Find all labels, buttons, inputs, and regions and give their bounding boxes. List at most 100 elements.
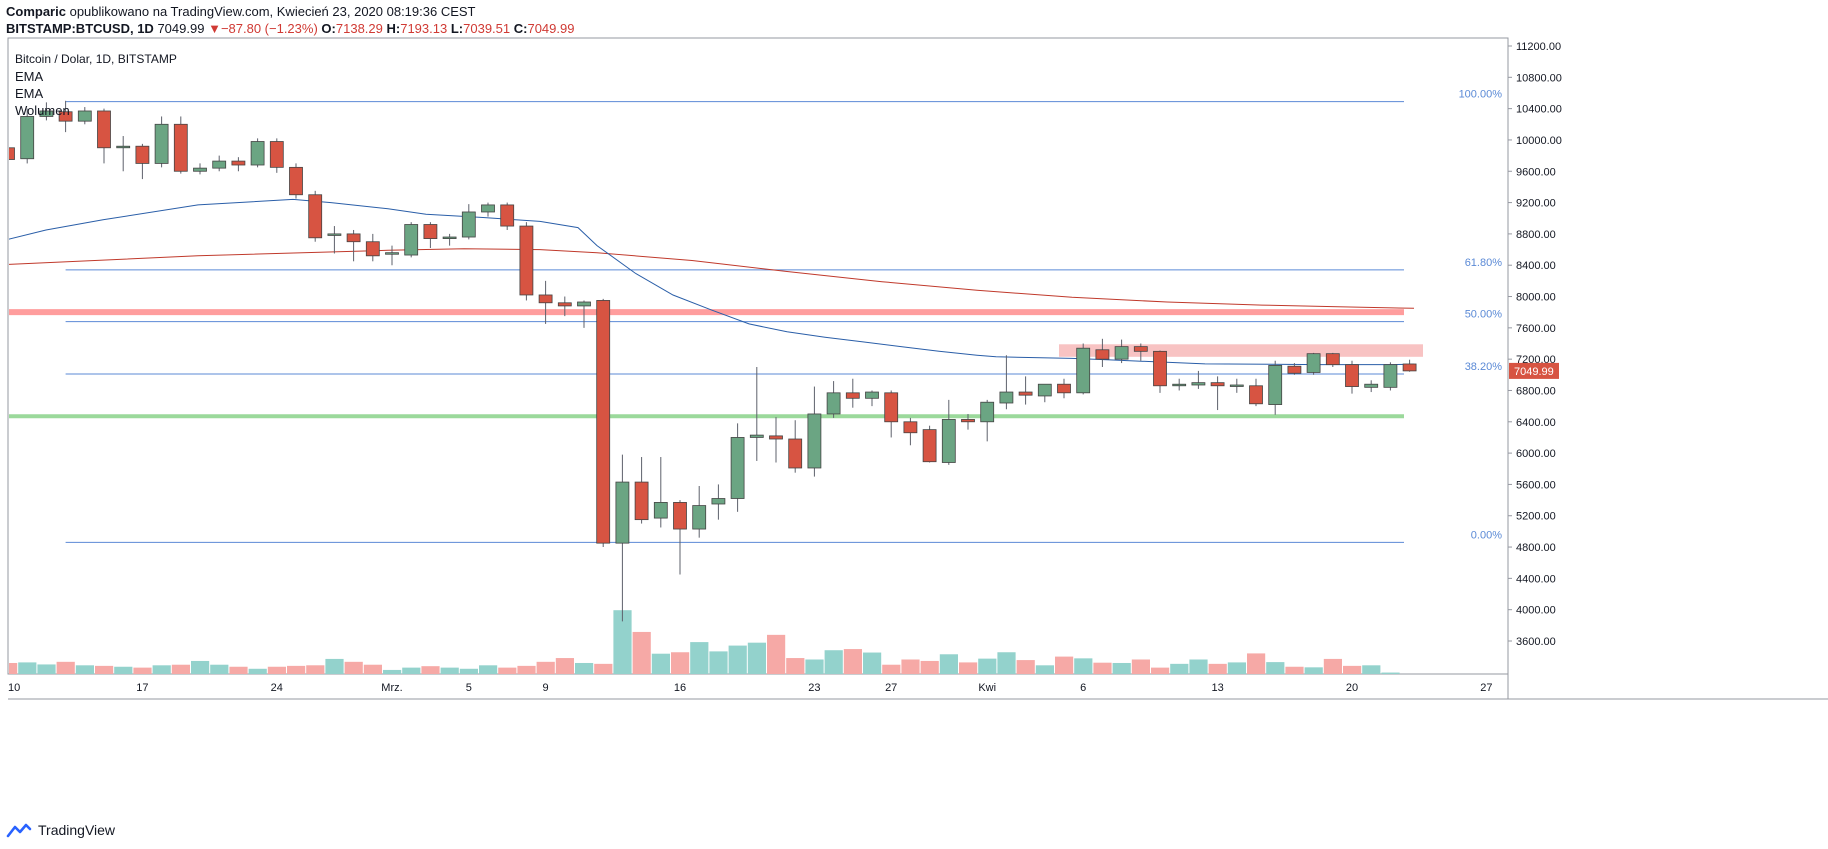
volume-bar: [651, 653, 670, 674]
candle[interactable]: [500, 202, 515, 230]
candle[interactable]: [461, 204, 476, 240]
candle[interactable]: [788, 420, 803, 473]
candle[interactable]: [922, 425, 937, 463]
candle[interactable]: [961, 413, 975, 430]
candle[interactable]: [884, 390, 899, 438]
candle[interactable]: [999, 355, 1014, 410]
candle[interactable]: [423, 222, 438, 248]
candle[interactable]: [1153, 350, 1167, 393]
price-tick-label: 4400.00: [1516, 573, 1556, 585]
plot-area[interactable]: [0, 100, 1423, 674]
candle[interactable]: [692, 485, 707, 538]
candle[interactable]: [97, 108, 111, 164]
legend-ema-fast[interactable]: EMA: [15, 69, 44, 84]
candle[interactable]: [1057, 378, 1071, 399]
candle[interactable]: [2, 136, 15, 163]
volume-bar: [37, 664, 56, 674]
candle[interactable]: [58, 100, 73, 133]
candle[interactable]: [442, 233, 457, 246]
candle[interactable]: [615, 454, 630, 622]
candle[interactable]: [673, 500, 687, 575]
candle[interactable]: [1172, 378, 1187, 391]
legend-volume[interactable]: Wolumen: [15, 103, 70, 118]
candle[interactable]: [1210, 376, 1225, 411]
candle[interactable]: [1133, 343, 1148, 361]
candle[interactable]: [269, 138, 284, 173]
candle-body: [615, 481, 630, 544]
candle[interactable]: [1268, 360, 1283, 415]
candle[interactable]: [865, 390, 879, 407]
candle-body: [730, 437, 745, 499]
candle[interactable]: [1402, 359, 1417, 372]
candle-body: [1402, 363, 1417, 372]
candle[interactable]: [289, 163, 303, 199]
candle[interactable]: [116, 136, 131, 172]
candle[interactable]: [519, 222, 534, 301]
candle[interactable]: [1037, 383, 1052, 403]
price-tick-label: 4000.00: [1516, 605, 1556, 617]
volume-bar: [440, 667, 459, 674]
candle[interactable]: [1325, 352, 1340, 367]
legend-ema-slow[interactable]: EMA: [15, 86, 44, 101]
candle[interactable]: [154, 116, 169, 168]
candle[interactable]: [1095, 338, 1110, 367]
candle[interactable]: [1018, 376, 1033, 405]
candle-body: [999, 391, 1014, 404]
candle[interactable]: [941, 399, 956, 465]
candle[interactable]: [135, 143, 150, 180]
candle[interactable]: [212, 155, 227, 172]
candle-body: [1287, 365, 1302, 374]
candle[interactable]: [39, 102, 54, 121]
candle[interactable]: [1364, 380, 1379, 393]
candle[interactable]: [1191, 370, 1206, 389]
candle[interactable]: [1114, 339, 1129, 364]
candle[interactable]: [596, 298, 611, 548]
candle[interactable]: [385, 245, 399, 266]
candle[interactable]: [1383, 362, 1398, 391]
candle[interactable]: [365, 233, 380, 262]
candle[interactable]: [730, 423, 745, 512]
volume-bar: [267, 666, 286, 674]
candle[interactable]: [826, 381, 841, 418]
candle[interactable]: [193, 163, 207, 175]
candle[interactable]: [807, 386, 822, 477]
candle[interactable]: [1287, 363, 1302, 375]
volume-bar: [191, 660, 210, 674]
candle[interactable]: [77, 107, 92, 125]
candle[interactable]: [557, 296, 572, 317]
tradingview-footer[interactable]: TradingView: [6, 822, 115, 838]
candle[interactable]: [1076, 343, 1091, 395]
candle[interactable]: [903, 417, 918, 446]
candle[interactable]: [711, 484, 726, 520]
candle[interactable]: [769, 417, 783, 463]
candle[interactable]: [538, 280, 553, 324]
candle[interactable]: [634, 457, 649, 524]
candle[interactable]: [1249, 378, 1263, 407]
candle[interactable]: [749, 366, 764, 461]
price-tick-label: 4800.00: [1516, 542, 1556, 554]
volume-bar: [632, 631, 651, 674]
candle[interactable]: [404, 222, 419, 258]
candle[interactable]: [980, 399, 995, 442]
price-change: −87.80 (−1.23%): [220, 21, 318, 36]
volume-bar: [709, 651, 728, 674]
candle[interactable]: [577, 300, 591, 328]
candle[interactable]: [1229, 378, 1244, 393]
candle[interactable]: [173, 116, 188, 174]
publish-info: Comparic opublikowano na TradingView.com…: [6, 4, 476, 19]
candle[interactable]: [845, 378, 860, 408]
candle[interactable]: [481, 202, 495, 217]
candle[interactable]: [653, 457, 668, 528]
candle[interactable]: [20, 108, 35, 164]
candle[interactable]: [1306, 352, 1321, 375]
candle[interactable]: [1345, 360, 1359, 394]
candle[interactable]: [308, 190, 323, 242]
candle[interactable]: [231, 157, 246, 172]
candle[interactable]: [346, 229, 361, 262]
author-name: Comparic: [6, 4, 66, 19]
candle[interactable]: [250, 138, 265, 168]
time-tick-label: 17: [136, 682, 148, 694]
price-tick-label: 8000.00: [1516, 292, 1556, 304]
candle[interactable]: [327, 226, 342, 254]
